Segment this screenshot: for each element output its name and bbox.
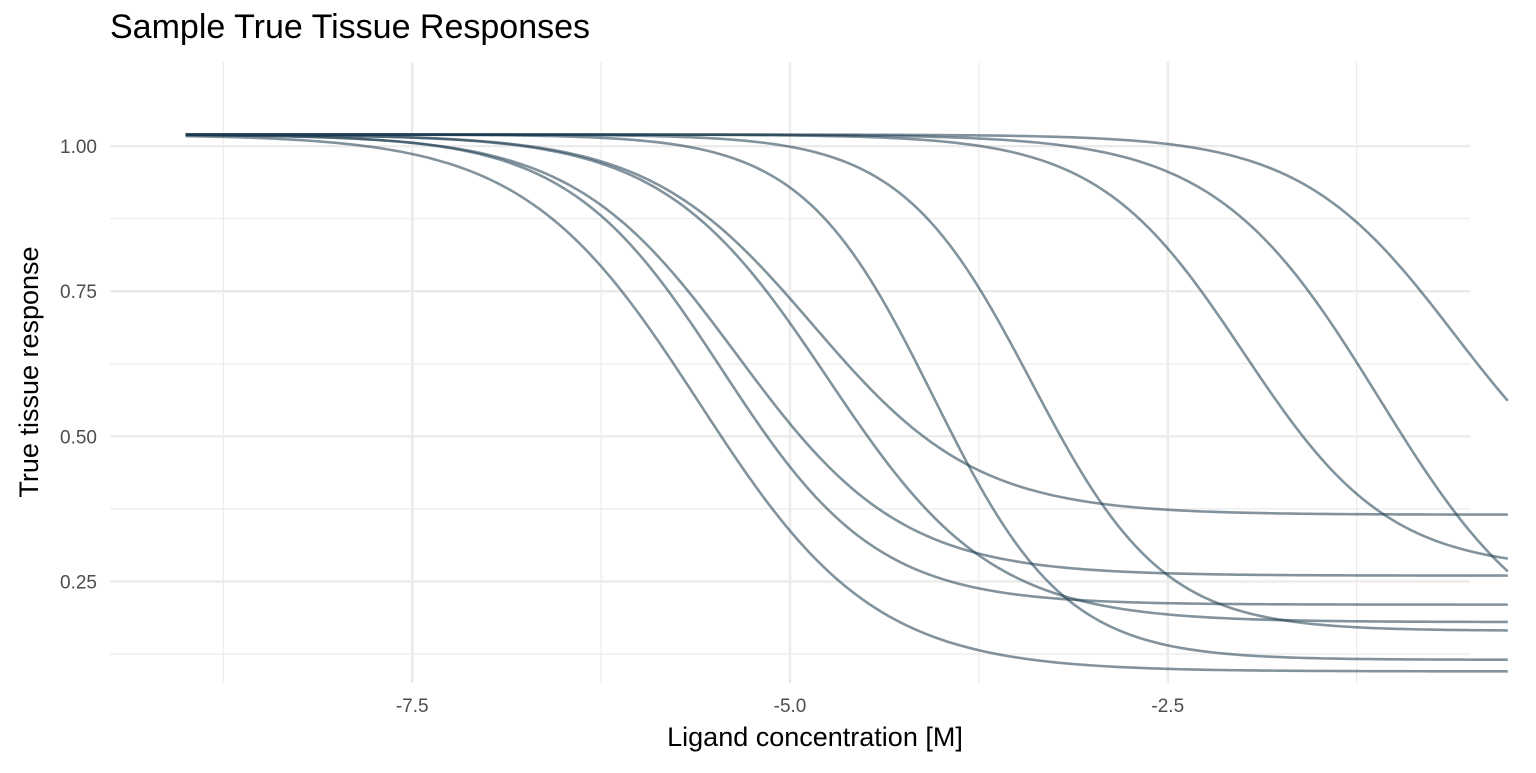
response-curve-10 [185,133,1509,402]
y-tick-label: 0.50 [60,427,97,448]
chart-title: Sample True Tissue Responses [110,8,591,46]
x-tick-label: -2.5 [1151,696,1184,717]
x-tick-label: -7.5 [396,696,429,717]
response-curve-5 [185,133,1508,516]
response-curve-4 [185,133,1508,624]
y-tick-label: 0.75 [60,282,97,303]
major-gridlines [110,62,1470,683]
response-curve-7 [185,133,1508,632]
y-axis-title: True tissue response [14,246,44,497]
y-tick-labels: 0.25 0.50 0.75 1.00 [60,137,97,593]
y-tick-label: 1.00 [60,137,97,158]
response-curve-8 [185,133,1508,560]
y-tick-label: 0.25 [60,572,97,593]
response-curve-2 [185,133,1508,606]
response-curve-1 [185,134,1508,673]
series-lines [185,133,1509,673]
response-curve-3 [185,133,1508,577]
x-tick-label: -5.0 [774,696,807,717]
x-axis-title: Ligand concentration [M] [667,722,963,752]
x-tick-labels: -7.5 -5.0 -2.5 [396,696,1184,717]
response-curve-9 [185,133,1509,573]
